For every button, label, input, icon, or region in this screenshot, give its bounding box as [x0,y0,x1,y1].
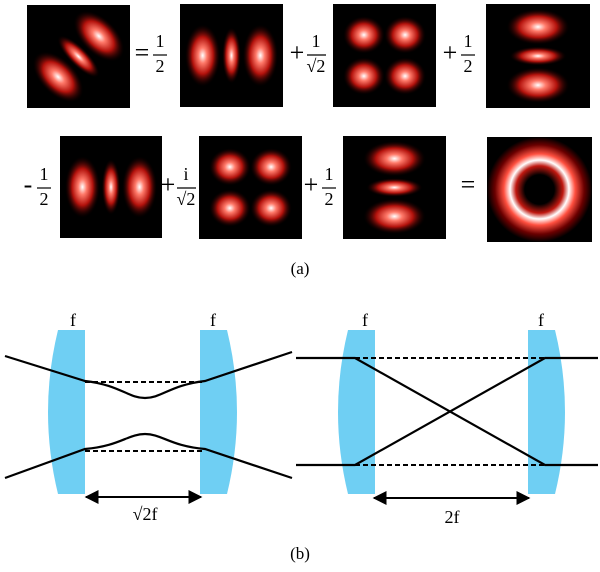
distance-label: 2f [445,507,460,527]
mode-image [24,2,133,111]
denominator: √2 [307,56,326,76]
denominator: √2 [177,189,196,209]
lens-system-left: f f √2f [5,310,292,524]
sign: + [304,170,319,199]
sign: - [24,170,33,199]
beam-edge [5,352,292,398]
mode-image [333,4,436,107]
lens-system-right: f f 2f [296,310,598,527]
caption: (a) [291,259,310,278]
mode-image [199,136,302,239]
sign: + [161,170,176,199]
distance-label: √2f [133,504,158,524]
lens [48,330,85,494]
sign: = [135,38,150,67]
beam-edge [5,434,292,478]
numerator: 1 [156,31,165,51]
mode-images [24,2,592,242]
denominator: 2 [464,56,473,76]
focal-label: f [538,310,544,330]
focal-label: f [70,310,76,330]
sign: = [461,170,476,199]
caption: (b) [290,544,310,563]
figure: = 1 2 + 1 √2 + 1 2 - 1 2 + i √2 + 1 2 = … [0,0,600,572]
sign: + [290,38,305,67]
mode-image [60,136,162,238]
lens [528,330,565,494]
mode-image [343,136,446,239]
sign: + [443,38,458,67]
numerator: 1 [464,31,473,51]
lens [338,330,375,494]
denominator: 2 [325,189,334,209]
focal-label: f [362,310,368,330]
mode-image [487,137,592,242]
numerator: i [183,164,188,184]
focal-label: f [210,310,216,330]
numerator: 1 [312,31,321,51]
mode-image [486,4,590,108]
lens [200,330,237,494]
numerator: 1 [40,164,49,184]
denominator: 2 [156,56,165,76]
mode-image [180,4,283,107]
numerator: 1 [325,164,334,184]
denominator: 2 [40,189,49,209]
